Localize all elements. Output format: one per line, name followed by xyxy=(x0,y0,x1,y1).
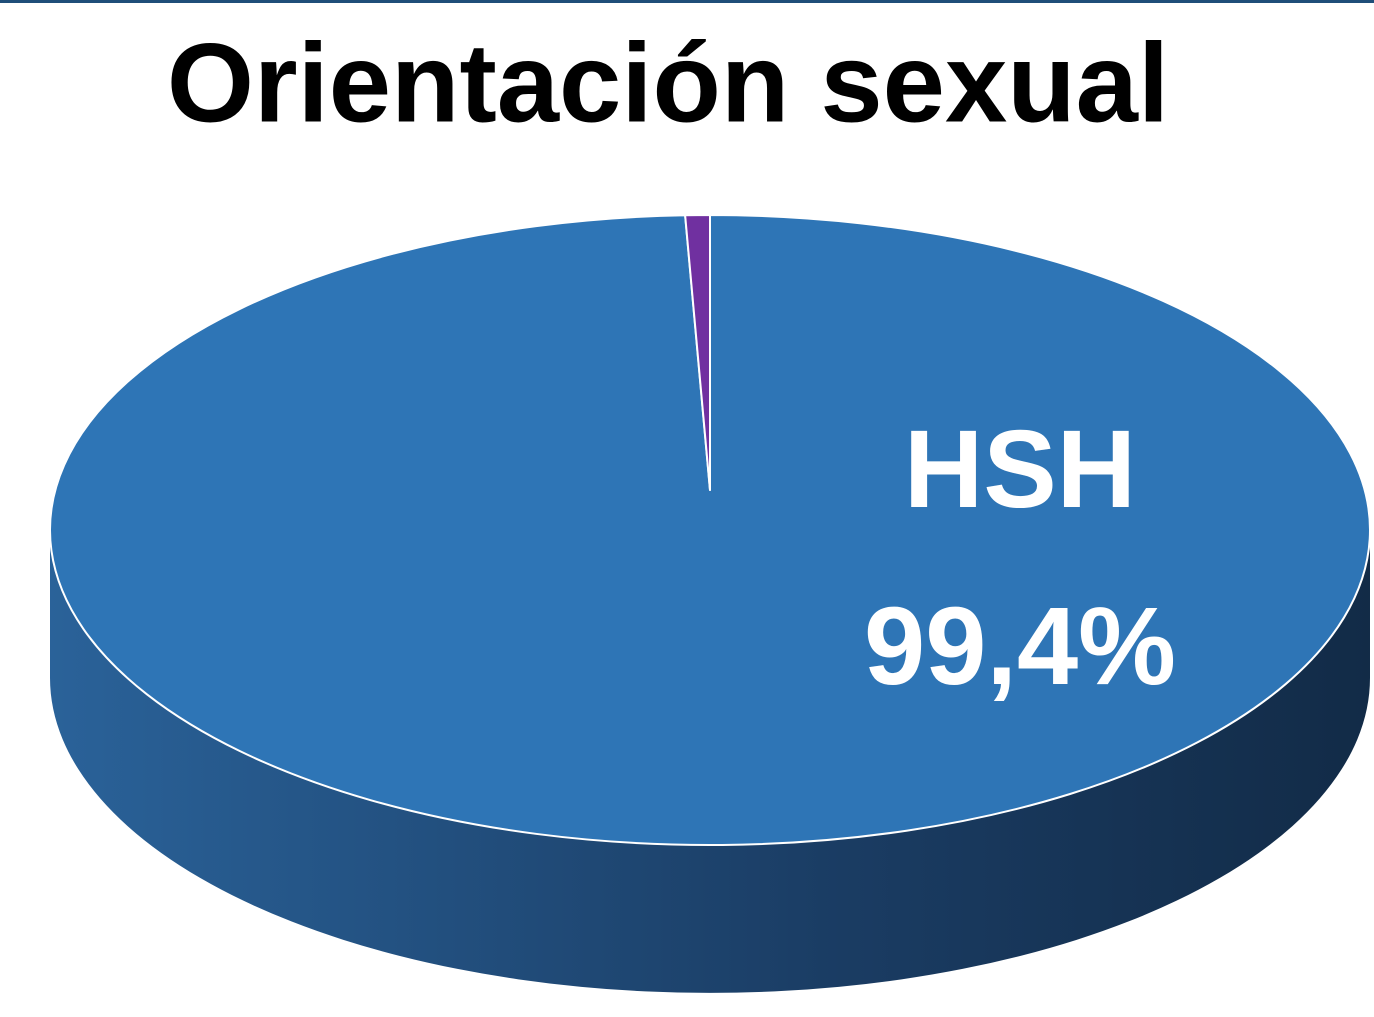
labels: HSH 99,4% xyxy=(864,408,1176,708)
chart-title: Orientación sexual xyxy=(167,21,1169,146)
pie xyxy=(49,214,1371,993)
pie-side xyxy=(50,530,1370,993)
slice-value-label: 99,4% xyxy=(864,585,1176,708)
pie-slice xyxy=(684,214,711,491)
pie-slice xyxy=(49,214,1371,846)
slice-label: HSH xyxy=(904,408,1136,531)
